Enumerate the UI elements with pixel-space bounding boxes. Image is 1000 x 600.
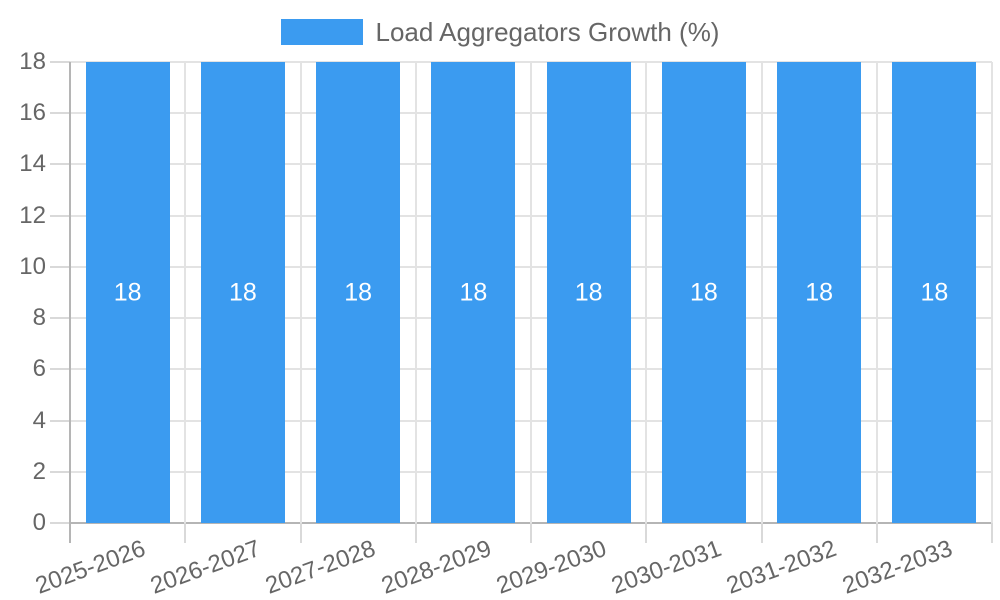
bar[interactable] [777, 62, 862, 523]
gridline-vertical [530, 62, 532, 523]
bar-value-label: 18 [920, 278, 949, 306]
y-tick-label: 0 [32, 509, 46, 536]
y-tick-mark [50, 265, 70, 268]
x-tick-mark [991, 523, 993, 543]
bar[interactable] [892, 62, 977, 523]
chart-legend[interactable]: Load Aggregators Growth (%) [0, 17, 1000, 47]
y-tick-mark [50, 522, 70, 524]
gridline-vertical [645, 62, 648, 523]
x-tick-mark [760, 523, 763, 543]
y-tick-label: 8 [32, 304, 46, 332]
bar-value-label: 18 [574, 278, 603, 306]
y-tick-mark [50, 163, 70, 166]
bar[interactable] [200, 62, 285, 523]
bar[interactable] [316, 62, 401, 523]
y-tick-mark [50, 214, 70, 217]
x-tick-mark [414, 523, 417, 543]
bar[interactable] [431, 62, 516, 523]
legend-swatch-icon [280, 19, 363, 45]
bar[interactable] [546, 62, 631, 523]
bar-value-label: 18 [689, 278, 718, 306]
y-tick-label: 4 [32, 406, 46, 434]
x-tick-label: 2032-2033 [838, 535, 956, 600]
x-tick-label: 2029-2030 [492, 535, 610, 600]
x-tick-label: 2027-2028 [262, 535, 380, 600]
x-tick-label: 2028-2029 [377, 535, 495, 600]
bar-value-label: 18 [113, 278, 142, 306]
x-tick-mark [875, 523, 878, 543]
x-tick-mark [530, 523, 532, 543]
gridline-vertical [184, 62, 187, 523]
y-tick-label: 14 [19, 150, 46, 178]
bar-value-label: 18 [228, 278, 257, 306]
x-tick-mark [184, 523, 187, 543]
y-tick-label: 12 [19, 201, 46, 229]
y-tick-mark [50, 61, 70, 63]
bar-value-label: 18 [459, 278, 488, 306]
x-tick-label: 2030-2031 [608, 535, 726, 600]
bar[interactable] [85, 62, 170, 523]
gridline-vertical [299, 62, 302, 523]
y-tick-mark [50, 419, 70, 422]
y-tick-mark [50, 368, 70, 371]
y-tick-mark [50, 112, 70, 115]
y-tick-label: 16 [19, 99, 46, 127]
x-tick-label: 2025-2026 [31, 535, 149, 600]
x-tick-mark [645, 523, 648, 543]
y-tick-label: 2 [32, 457, 46, 485]
bar[interactable] [661, 62, 746, 523]
y-axis-line [69, 62, 71, 543]
x-tick-mark [299, 523, 302, 543]
legend-label: Load Aggregators Growth (%) [375, 17, 720, 47]
y-tick-label: 18 [19, 48, 46, 75]
gridline-vertical [991, 62, 993, 523]
y-tick-label: 10 [19, 252, 46, 280]
y-tick-mark [50, 317, 70, 320]
x-tick-label: 2031-2032 [723, 535, 841, 600]
y-tick-mark [50, 470, 70, 473]
gridline-vertical [414, 62, 417, 523]
bar-value-label: 18 [805, 278, 834, 306]
gridline-vertical [760, 62, 763, 523]
bar-value-label: 18 [344, 278, 373, 306]
y-tick-label: 6 [32, 355, 46, 383]
x-tick-label: 2026-2027 [147, 535, 265, 600]
gridline-vertical [875, 62, 878, 523]
